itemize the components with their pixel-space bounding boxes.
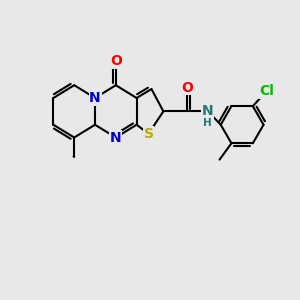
Text: O: O [181,81,193,94]
Text: N: N [202,104,214,118]
Text: methyl: methyl [72,156,76,158]
Text: H: H [203,118,212,128]
Text: O: O [110,54,122,68]
Text: N: N [110,130,122,145]
Text: S: S [143,127,154,141]
Text: N: N [89,91,101,105]
Text: Cl: Cl [259,84,274,98]
